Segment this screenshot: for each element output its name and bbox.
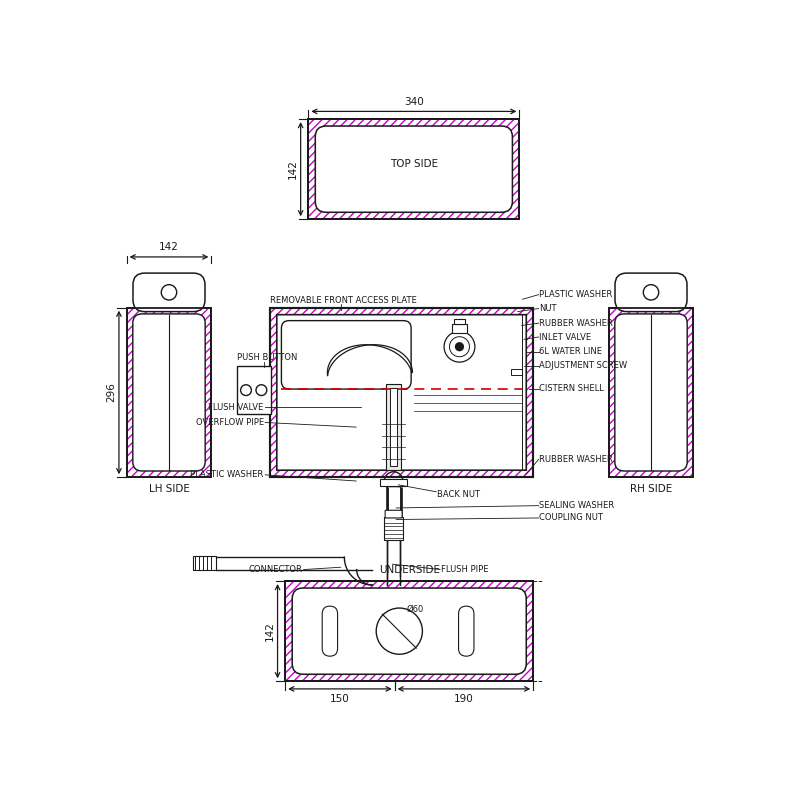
Text: NUT: NUT: [539, 304, 557, 313]
Text: UNDERSIDE: UNDERSIDE: [378, 566, 440, 575]
Bar: [270, 308, 534, 477]
Text: TOP SIDE: TOP SIDE: [390, 159, 438, 169]
Bar: [308, 119, 519, 219]
Bar: [454, 319, 465, 324]
Bar: [286, 581, 534, 682]
FancyBboxPatch shape: [292, 588, 526, 674]
Text: RH SIDE: RH SIDE: [630, 484, 672, 494]
FancyBboxPatch shape: [322, 606, 338, 656]
Bar: [126, 308, 211, 477]
Text: FLUSH VALVE: FLUSH VALVE: [209, 402, 264, 411]
Bar: [308, 119, 519, 219]
Circle shape: [455, 342, 464, 351]
Bar: [237, 366, 270, 414]
Bar: [511, 369, 522, 375]
Text: PLASTIC WASHER: PLASTIC WASHER: [190, 470, 264, 479]
Text: 190: 190: [454, 694, 474, 703]
Text: REMOVABLE FRONT ACCESS PLATE: REMOVABLE FRONT ACCESS PLATE: [270, 295, 417, 305]
Bar: [609, 308, 694, 477]
Text: FLUSH PIPE: FLUSH PIPE: [441, 565, 488, 574]
FancyBboxPatch shape: [133, 273, 205, 311]
FancyBboxPatch shape: [458, 606, 474, 656]
Text: SEALING WASHER: SEALING WASHER: [539, 501, 614, 510]
Bar: [452, 324, 467, 333]
Text: RUBBER WASHER: RUBBER WASHER: [539, 318, 613, 328]
Bar: [384, 517, 403, 540]
Text: 150: 150: [330, 694, 350, 703]
Text: 142: 142: [287, 159, 298, 179]
Text: RUBBER WASHER: RUBBER WASHER: [539, 455, 613, 464]
Bar: [193, 557, 216, 570]
Text: ADJUSTMENT SCREW: ADJUSTMENT SCREW: [539, 361, 627, 370]
Bar: [286, 581, 534, 682]
Text: CISTERN SHELL: CISTERN SHELL: [539, 384, 604, 393]
Text: 340: 340: [404, 97, 424, 106]
FancyBboxPatch shape: [315, 126, 513, 212]
Text: COUPLING NUT: COUPLING NUT: [539, 514, 603, 522]
Text: PLASTIC WASHER: PLASTIC WASHER: [539, 290, 613, 299]
Text: Ø60: Ø60: [407, 606, 424, 614]
Bar: [386, 384, 402, 470]
Text: CONNECTOR: CONNECTOR: [248, 565, 302, 574]
FancyBboxPatch shape: [385, 510, 402, 518]
Text: 296: 296: [106, 382, 116, 402]
FancyBboxPatch shape: [277, 314, 526, 470]
FancyBboxPatch shape: [615, 314, 687, 471]
FancyBboxPatch shape: [282, 321, 411, 389]
Bar: [609, 308, 694, 477]
Bar: [270, 308, 534, 477]
Text: BACK NUT: BACK NUT: [437, 490, 480, 498]
Bar: [270, 308, 534, 477]
Text: 6L WATER LINE: 6L WATER LINE: [539, 347, 602, 356]
Text: 142: 142: [265, 622, 274, 641]
Text: PUSH BUTTON: PUSH BUTTON: [237, 354, 297, 362]
Bar: [126, 308, 211, 477]
Bar: [380, 479, 407, 486]
FancyBboxPatch shape: [133, 314, 205, 471]
Bar: [390, 388, 398, 466]
Text: 142: 142: [159, 242, 179, 252]
Text: INLET VALVE: INLET VALVE: [539, 333, 591, 342]
Bar: [609, 308, 694, 477]
Bar: [308, 119, 519, 219]
Text: LH SIDE: LH SIDE: [149, 484, 190, 494]
Bar: [286, 581, 534, 682]
Text: OVERFLOW PIPE: OVERFLOW PIPE: [195, 418, 264, 427]
FancyBboxPatch shape: [615, 273, 687, 311]
Bar: [126, 308, 211, 477]
